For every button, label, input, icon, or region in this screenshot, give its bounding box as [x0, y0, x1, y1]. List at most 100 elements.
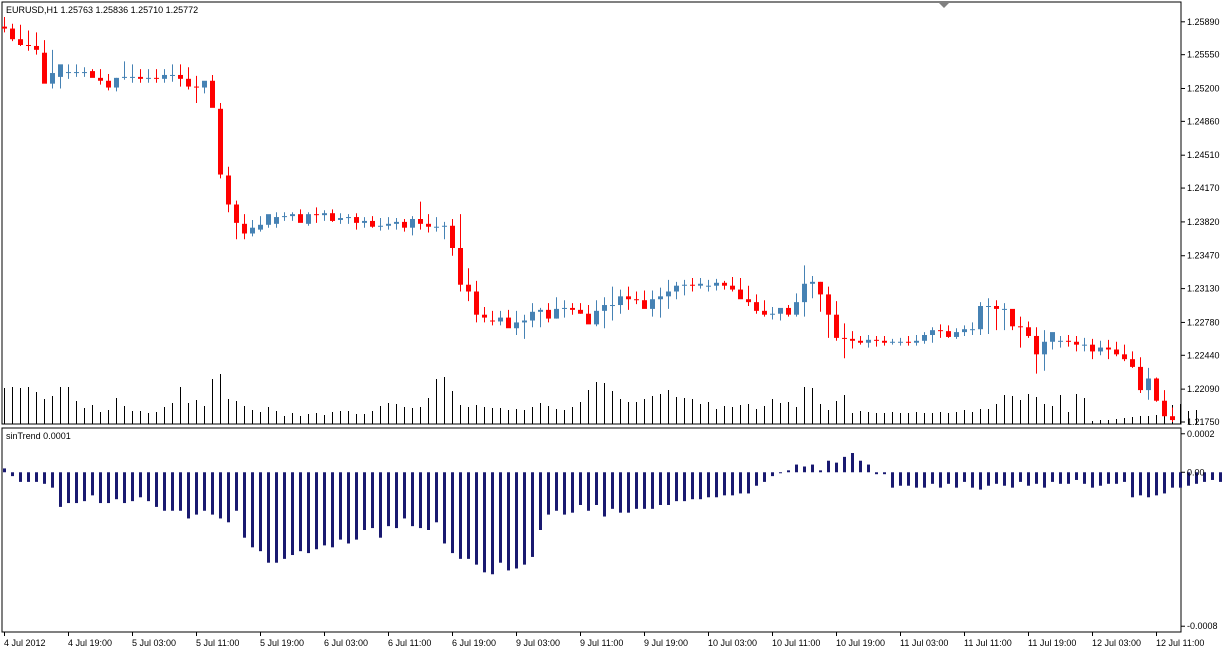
- sintrend-bar: [459, 472, 462, 559]
- candle-body: [282, 216, 287, 218]
- candle-body: [642, 300, 647, 309]
- time-tick-label: 10 Jul 19:00: [836, 638, 885, 648]
- candle-body: [202, 80, 207, 88]
- candle-body: [106, 80, 111, 88]
- sintrend-bar: [1211, 472, 1214, 480]
- indicator-axis: 0.0002 0.00 -0.0008: [1181, 429, 1218, 631]
- candle-body: [506, 317, 511, 329]
- candle-body: [10, 28, 15, 40]
- sintrend-bar: [995, 472, 998, 484]
- sintrend-bar: [1171, 472, 1174, 488]
- price-tick-label: 1.21750: [1187, 417, 1220, 427]
- candle-body: [74, 72, 79, 74]
- candle-body: [898, 341, 903, 343]
- sintrend-bar: [147, 472, 150, 502]
- time-tick-label: 10 Jul 11:00: [772, 638, 820, 648]
- sintrend-bar: [1155, 472, 1158, 496]
- sintrend-bar: [851, 453, 854, 473]
- candle-body: [378, 225, 383, 227]
- candle-body: [530, 311, 535, 321]
- time-tick-label: 6 Jul 19:00: [452, 638, 496, 648]
- sintrend-bar: [651, 472, 654, 509]
- candle-body: [1114, 349, 1119, 355]
- candle-body: [426, 223, 431, 227]
- sintrend-bar: [675, 472, 678, 502]
- sintrend-bar: [1035, 472, 1038, 484]
- sintrend-bar: [1107, 472, 1110, 484]
- candle-body: [778, 307, 783, 314]
- price-tick-label: 1.25890: [1187, 17, 1220, 27]
- candle-body: [434, 226, 439, 228]
- candle-body: [410, 219, 415, 228]
- candle-body: [402, 221, 407, 228]
- candle-body: [914, 340, 919, 343]
- sintrend-bar: [387, 472, 390, 527]
- candle-body: [618, 296, 623, 306]
- sintrend-bar: [787, 470, 790, 473]
- sintrend-bar: [243, 472, 246, 538]
- candle-body: [1034, 335, 1039, 355]
- price-tick-label: 1.22090: [1187, 384, 1220, 394]
- sintrend-bar: [1203, 472, 1206, 482]
- sintrend-bar: [579, 472, 582, 505]
- sintrend-bar: [707, 472, 710, 498]
- time-tick-label: 4 Jul 2012: [4, 638, 46, 648]
- sintrend-bar: [963, 472, 966, 482]
- candle-body: [90, 71, 95, 78]
- sintrend-bar: [715, 472, 718, 498]
- candle-body: [970, 329, 975, 331]
- sintrend-bar: [283, 472, 286, 559]
- time-axis: 4 Jul 2012 4 Jul 19:00 5 Jul 03:00 5 Jul 11…: [4, 632, 1204, 648]
- candle-body: [770, 313, 775, 315]
- sintrend-bar: [667, 472, 670, 505]
- sintrend-bar: [475, 472, 478, 565]
- indicator-panel-border: [1, 427, 1182, 633]
- candle-body: [698, 283, 703, 286]
- chart-frame: [1, 1, 1182, 633]
- candle-body: [1026, 327, 1031, 336]
- sintrend-bar: [11, 472, 14, 477]
- sintrend-bar: [187, 472, 190, 519]
- sintrend-bar: [923, 472, 926, 488]
- time-tick-label: 9 Jul 11:00: [580, 638, 623, 648]
- candle-body: [1098, 347, 1103, 352]
- sintrend-bar: [403, 472, 406, 519]
- sintrend-bar: [555, 472, 558, 511]
- time-tick-label: 11 Jul 03:00: [900, 638, 948, 648]
- sintrend-bar: [763, 472, 766, 482]
- sintrend-bar: [211, 472, 214, 515]
- time-tick-label: 9 Jul 19:00: [644, 638, 688, 648]
- candle-body: [706, 285, 711, 287]
- sintrend-bar: [827, 460, 830, 473]
- indicator-tick-label: -0.0008: [1187, 621, 1218, 631]
- sintrend-bar: [91, 472, 94, 496]
- sintrend-bar: [443, 472, 446, 544]
- candle-body: [1066, 340, 1071, 342]
- time-tick-label: 11 Jul 11:00: [964, 638, 1012, 648]
- sintrend-bar: [835, 462, 838, 473]
- sintrend-bar: [67, 472, 70, 504]
- chart-shift-marker[interactable]: [939, 3, 949, 8]
- sintrend-bar: [811, 464, 814, 473]
- candle-body: [1170, 416, 1175, 421]
- sintrend-bar: [531, 472, 534, 557]
- sintrend-bar: [1059, 472, 1062, 484]
- candle-body: [858, 340, 863, 343]
- candle-body: [786, 307, 791, 315]
- sintrend-bar: [1019, 472, 1022, 482]
- time-tick-label: 5 Jul 11:00: [196, 638, 239, 648]
- sintrend-bar: [907, 472, 910, 486]
- sintrend-bar: [195, 472, 198, 515]
- sintrend-bar: [307, 472, 310, 554]
- candle-body: [538, 309, 543, 312]
- sintrend-bar: [155, 472, 158, 507]
- sintrend-bar: [267, 472, 270, 563]
- candle-body: [554, 308, 559, 319]
- sintrend-bar: [819, 470, 822, 473]
- sintrend-bar: [363, 472, 366, 530]
- candle-body: [1154, 378, 1159, 401]
- sintrend-bar: [123, 472, 126, 504]
- time-tick-label: 5 Jul 03:00: [132, 638, 176, 648]
- sintrend-bar: [547, 472, 550, 515]
